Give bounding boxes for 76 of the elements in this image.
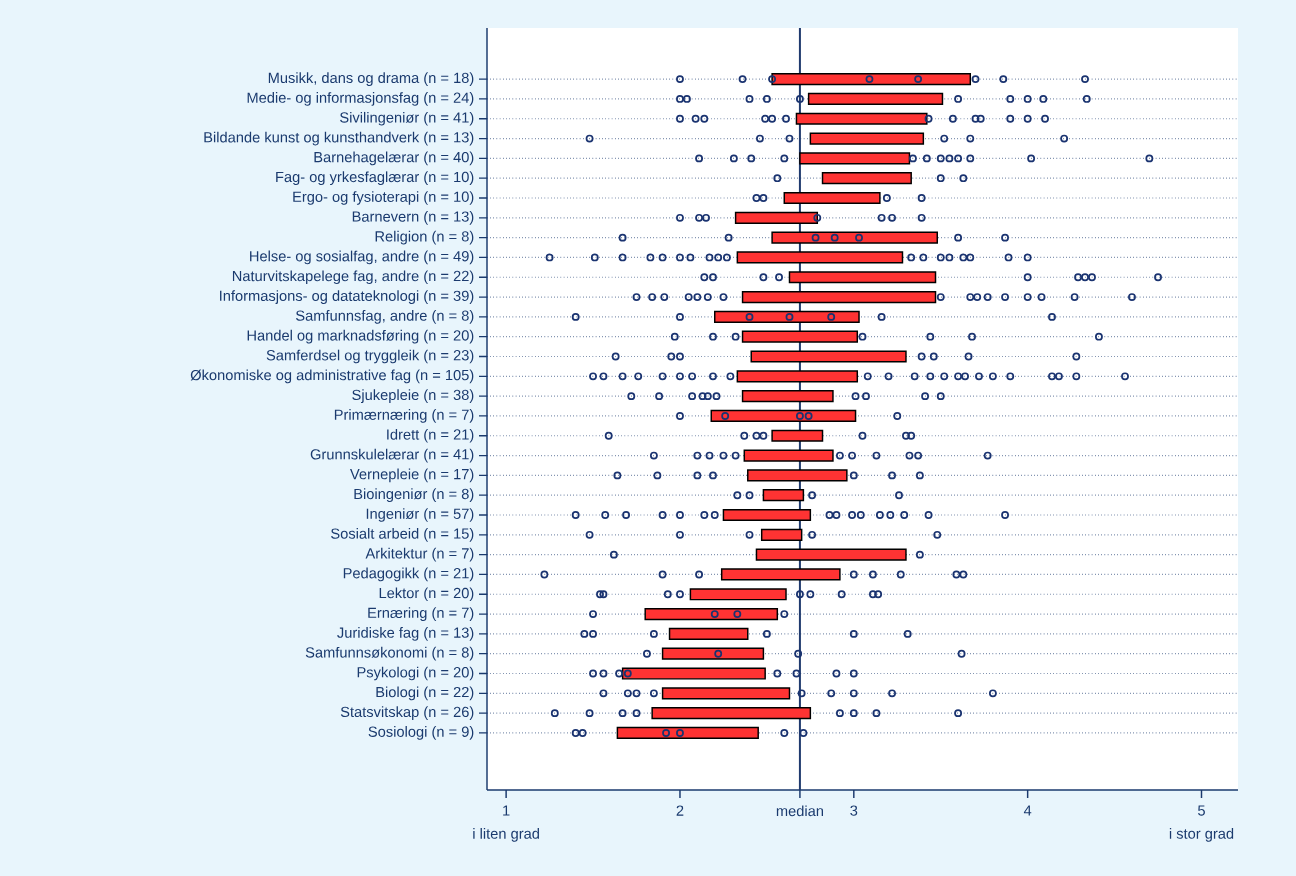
x-tick-label: 2 [676,805,684,816]
bar [722,508,812,522]
y-tick-label: Ingeniør (n = 57) [366,508,474,522]
bar [760,528,803,541]
bar [616,726,759,740]
y-tick-label: Statsvitskap (n = 26) [340,706,474,720]
bar [710,409,857,423]
y-tick-label: Handel og marknadsføring (n = 20) [247,329,474,344]
y-tick-label: Sosialt arbeid (n = 15) [331,527,474,542]
bar [661,647,765,660]
bar [743,449,834,462]
bar [644,607,779,621]
x-tick-label: 3 [850,805,858,816]
bar [795,112,928,125]
y-tick-label: Barnehagelærar (n = 40) [314,151,474,166]
x-tick-label: median [776,805,823,817]
bar [736,370,859,383]
bar [661,687,791,700]
bar [668,627,749,640]
bar [807,92,944,106]
y-tick-label: Primærnæring (n = 7) [334,409,474,423]
text: i liten grad [473,828,539,842]
y-tick-label: Psykologi (n = 20) [357,666,474,681]
y-tick-label: Biologi (n = 22) [376,686,474,701]
x-tick-label: 1 [503,805,510,816]
bar [809,132,925,145]
y-tick-label: Samfunnsfag, andre (n = 8) [296,310,474,324]
bar [736,251,904,264]
y-tick-label: Økonomiske og administrative fag (n = 105) [190,369,474,384]
y-tick-label: Samferdsel og tryggleik (n = 23) [266,349,474,364]
bar [734,211,819,224]
bar [747,469,848,482]
y-tick-label: Sosiologi (n = 9) [368,726,474,740]
y-tick-label: Idrett (n = 21) [387,428,474,443]
y-tick-label: Bildande kunst og kunsthandverk (n = 13) [204,131,474,146]
y-tick-label: Sjukepleie (n = 38) [352,389,474,403]
bar [720,568,841,581]
bar [788,271,937,284]
bar [762,489,805,502]
x-tick-label: 5 [1198,805,1205,816]
y-tick-label: Lektor (n = 20) [379,587,474,602]
x-tick-label: 4 [1023,805,1032,816]
bar [714,310,860,323]
bar [741,330,859,343]
y-tick-label: Vernepleie (n = 17) [350,468,474,483]
y-tick-label: Samfunnsøkonomi (n = 8) [305,646,474,661]
bar [821,172,912,185]
y-tick-label: Ergo- og fysioterapi (n = 10) [293,191,474,205]
bar [741,390,834,403]
y-tick-label: Barnevern (n = 13) [352,210,474,225]
y-tick-label: Naturvitskapelege fag, andre (n = 22) [232,270,474,285]
bar [689,588,787,601]
y-tick-label: Grunnskulelærar (n = 41) [310,448,474,463]
y-tick-label: Informasjons- og datateknologi (n = 39) [220,290,474,304]
y-tick-label: Religion (n = 8) [375,230,474,245]
bar [783,191,881,205]
y-tick-label: Arkitektur (n = 7) [365,547,474,562]
bar [750,350,907,363]
text: i stor grad [1169,828,1234,842]
bar [741,290,937,304]
y-tick-label: Juridiske fag (n = 13) [337,627,474,641]
y-tick-label: Ernæring (n = 7) [368,607,474,621]
y-tick-label: Sivilingeniør (n = 41) [340,111,474,126]
bar [771,231,938,244]
y-tick-label: Pedagogikk (n = 21) [343,567,474,582]
bar [755,548,907,561]
bar [621,667,766,680]
bar [651,707,812,720]
y-tick-label: Fag- og yrkesfaglærar (n = 10) [276,171,474,186]
bar [771,73,972,86]
y-tick-label: Bioingeniør (n = 8) [354,488,474,503]
y-tick-label: Musikk, dans og drama (n = 18) [268,72,474,86]
bar [771,429,824,442]
y-tick-label: Helse- og sosialfag, andre (n = 49) [250,250,474,265]
y-tick-label: Medie- og informasjonsfag (n = 24) [247,92,474,106]
bar [799,152,911,165]
